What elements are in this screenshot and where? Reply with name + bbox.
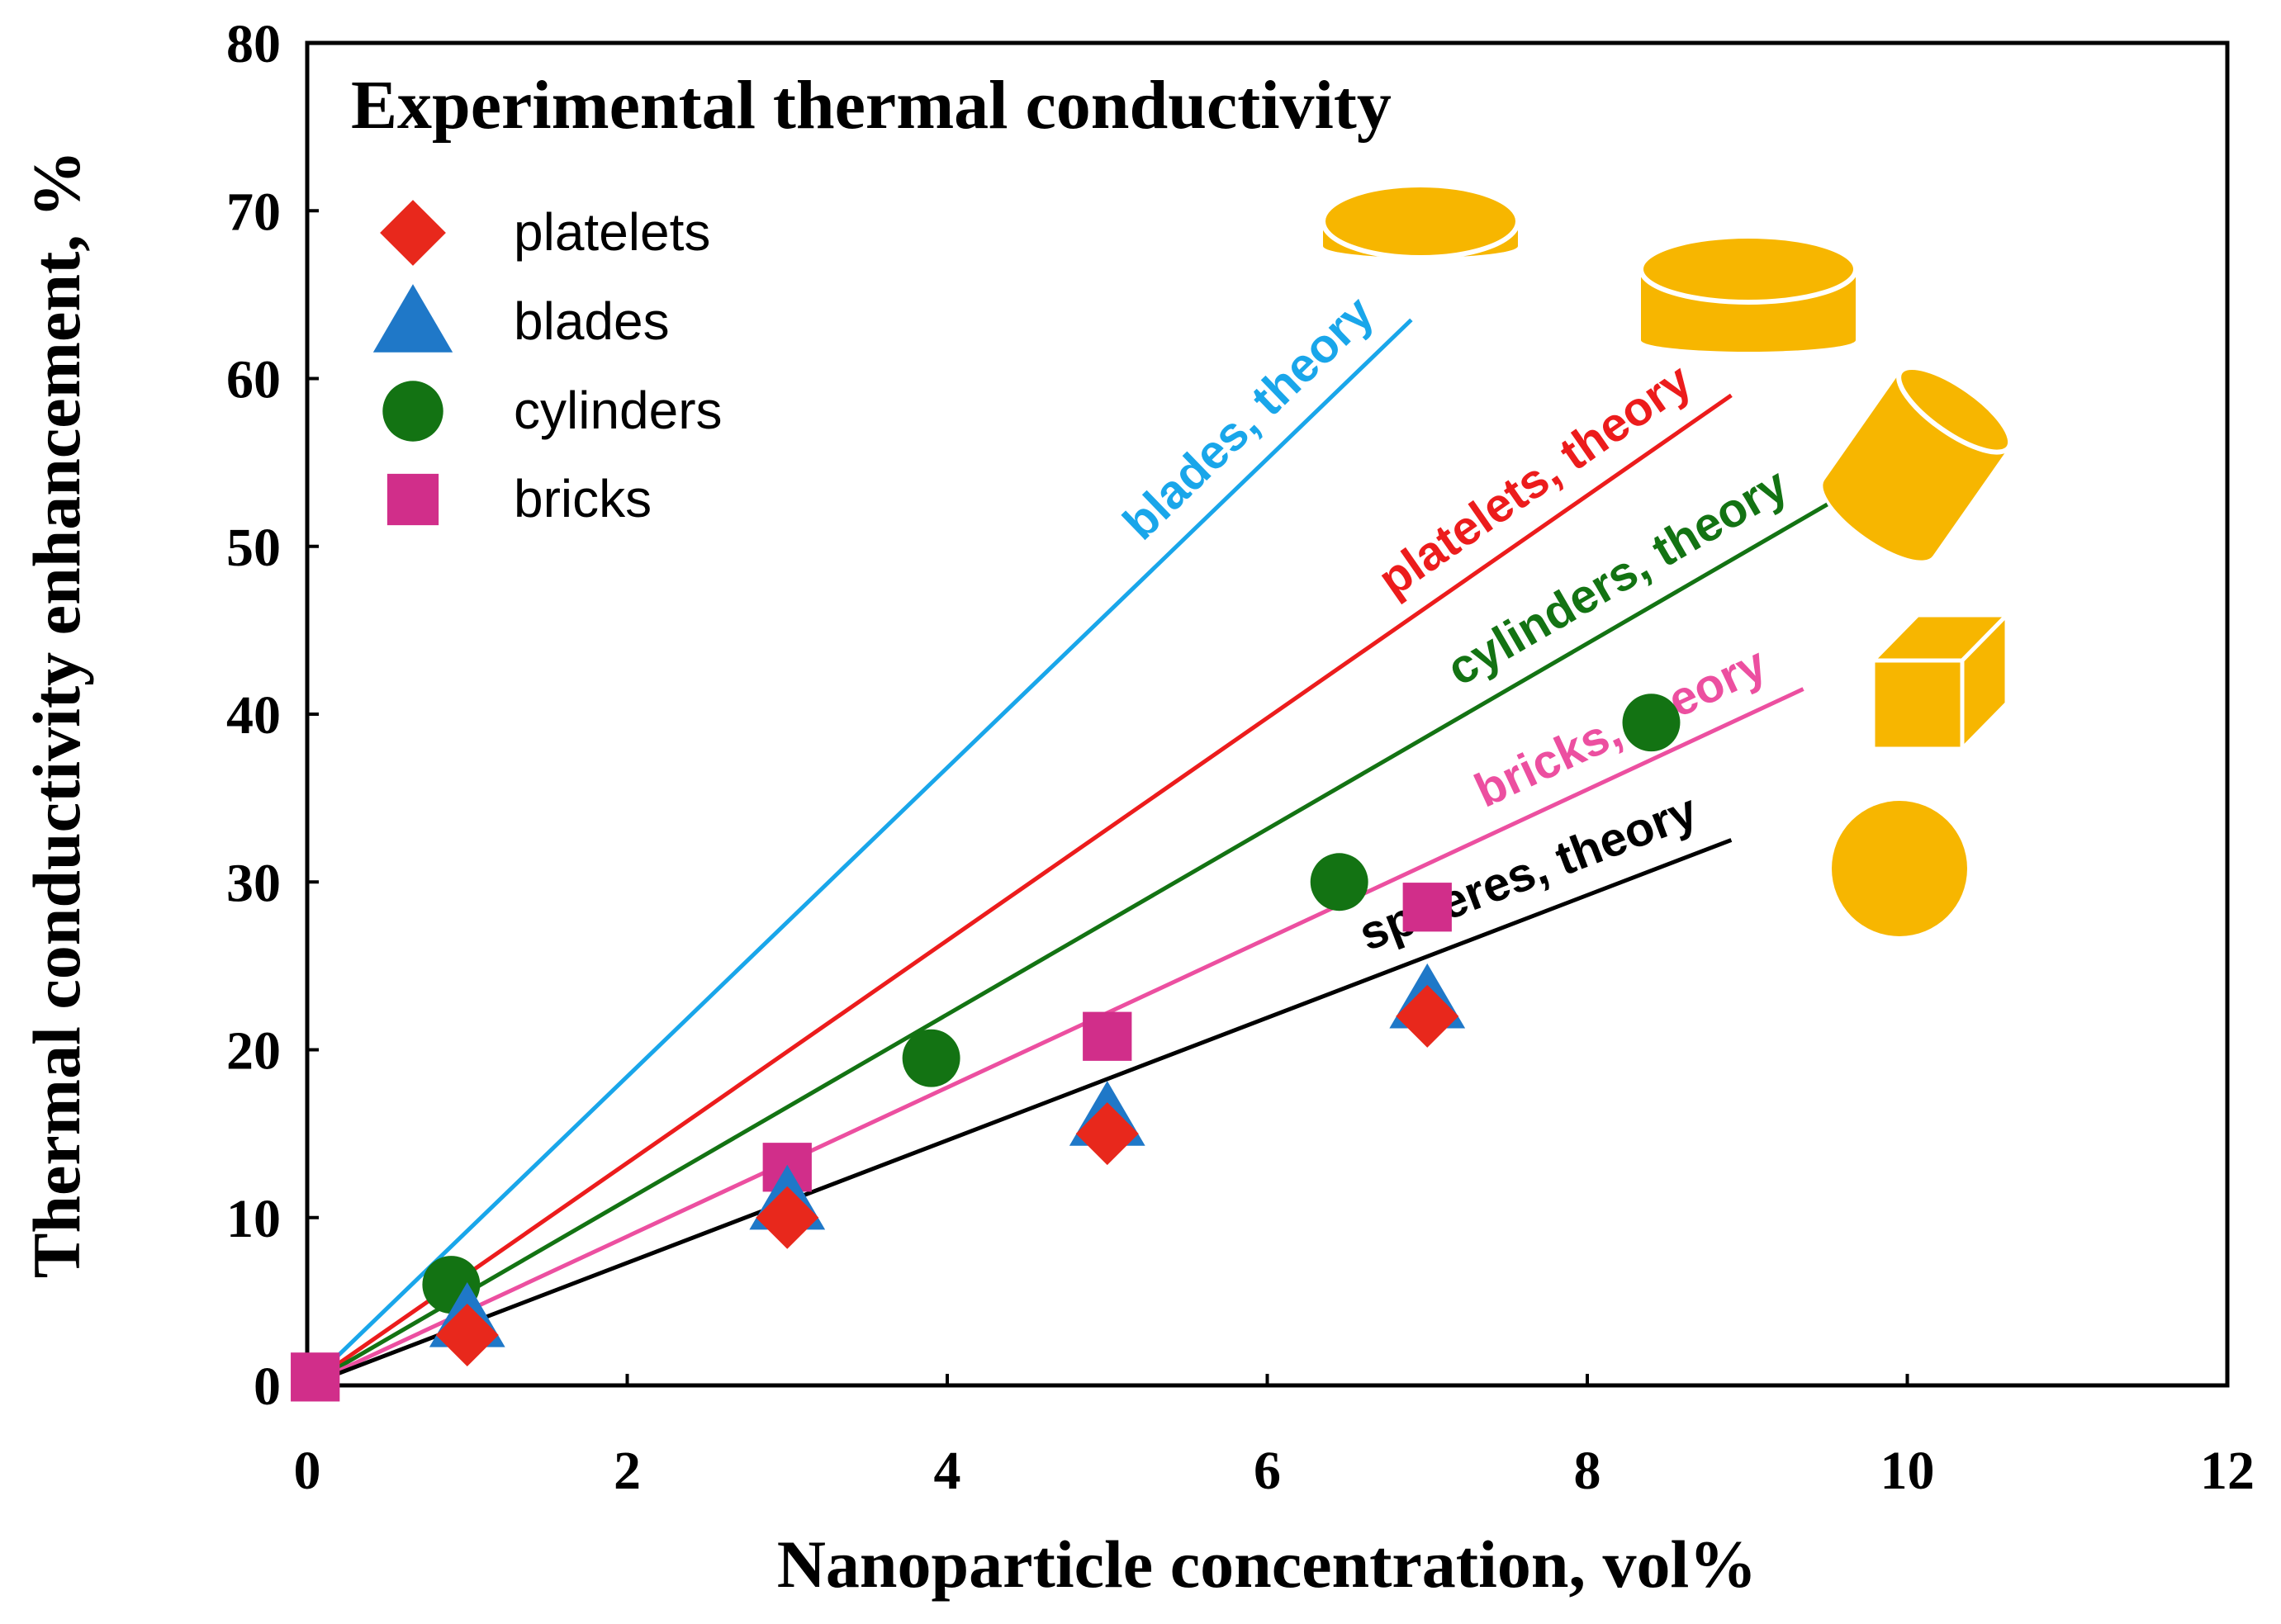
cylinders-legend-label: cylinders	[514, 381, 723, 440]
y-axis-label: Thermal conductivity enhancement, %	[19, 150, 94, 1279]
platelet-disc-icon	[1321, 182, 1520, 260]
y-tick-label: 30	[226, 853, 281, 913]
axis-ticks	[306, 41, 2229, 1387]
data-markers	[291, 694, 1681, 1402]
x-tick-labels: 0 2 4 6 8 10 12	[294, 1441, 2255, 1501]
y-tick-label: 70	[226, 182, 281, 242]
blades-theory-line	[306, 318, 1413, 1387]
bricks-theory-line	[306, 687, 1804, 1388]
cylinder-icon	[1823, 364, 2013, 561]
cylinders-point	[902, 1029, 960, 1087]
bricks-legend-marker	[386, 473, 439, 526]
bricks-point	[291, 1352, 340, 1402]
spheres-theory-line	[306, 838, 1733, 1388]
y-tick-label: 40	[226, 685, 281, 746]
y-tick-label: 0	[254, 1356, 281, 1417]
chart-title: Experimental thermal conductivity	[351, 67, 1392, 144]
cylinders-theory-line	[306, 502, 1828, 1388]
blades-legend-marker	[372, 284, 453, 353]
bricks-point	[1402, 883, 1452, 932]
cylinders-legend-marker	[382, 381, 443, 442]
platelets-legend-marker	[380, 200, 446, 266]
y-tick-label: 20	[226, 1021, 281, 1082]
y-tick-label: 10	[226, 1189, 281, 1249]
cylinders-point	[1310, 853, 1368, 911]
y-tick-label: 50	[226, 518, 281, 578]
x-tick-label: 4	[934, 1441, 961, 1501]
y-tick-label: 60	[226, 350, 281, 410]
x-tick-label: 8	[1574, 1441, 1601, 1501]
bricks-point	[1083, 1011, 1132, 1061]
platelets-point	[1396, 984, 1459, 1048]
y-tick-labels: 0 10 20 30 40 50 60 70 80	[226, 14, 281, 1417]
sphere-icon	[1832, 801, 1967, 936]
x-tick-label: 0	[294, 1441, 321, 1501]
bricks-legend-label: bricks	[514, 469, 652, 528]
x-axis-label: Nanoparticle concentration, vol%	[777, 1527, 1757, 1602]
platelets-theory-line	[306, 393, 1733, 1388]
platelets-point	[1075, 1102, 1139, 1166]
x-tick-label: 6	[1254, 1441, 1281, 1501]
x-tick-label: 10	[1880, 1441, 1935, 1501]
platelets-legend-label: platelets	[514, 202, 710, 262]
y-tick-label: 80	[226, 14, 281, 74]
blades-theory-label: blades, theory	[1113, 286, 1384, 550]
blade-disc-icon	[1638, 234, 1858, 352]
brick-icon	[1868, 609, 2012, 755]
x-tick-label: 2	[614, 1441, 641, 1501]
blades-legend-label: blades	[514, 291, 670, 351]
shape-icons	[1321, 182, 2013, 936]
legend: platelets blades cylinders bricks	[372, 200, 723, 528]
x-tick-label: 12	[2200, 1441, 2255, 1501]
cylinders-point	[1622, 694, 1681, 752]
platelets-point	[756, 1186, 819, 1249]
platelets-point	[435, 1304, 499, 1367]
